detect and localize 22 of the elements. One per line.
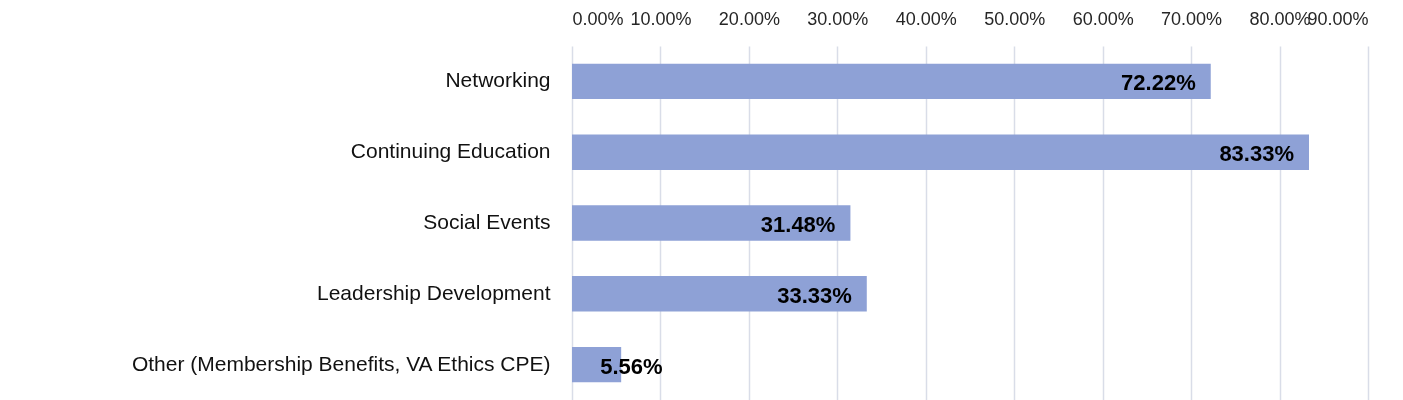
x-tick-label: 10.00% — [630, 8, 692, 29]
x-tick-label: 0.00% — [572, 8, 624, 29]
x-tick-label: 30.00% — [807, 8, 869, 29]
bar — [572, 134, 1310, 170]
data-label: 83.33% — [1219, 141, 1295, 167]
y-tick-label: Social Events — [423, 210, 551, 233]
data-label: 5.56% — [600, 353, 663, 379]
y-tick-label: Continuing Education — [350, 139, 551, 163]
y-tick-label: Leadership Development — [317, 280, 551, 304]
y-tick-label: Other (Membership Benefits, VA Ethics CPE) — [131, 351, 551, 375]
y-tick-label: Networking — [445, 68, 551, 92]
x-tick-label: 40.00% — [895, 8, 957, 29]
data-label: 31.48% — [760, 212, 836, 237]
x-tick-label: 60.00% — [1072, 8, 1134, 29]
bar — [572, 63, 1211, 100]
bar — [572, 205, 851, 241]
x-tick-label: 50.00% — [984, 8, 1046, 29]
x-tick-label: 20.00% — [718, 8, 780, 29]
data-label: 33.33% — [777, 282, 852, 308]
bar — [572, 276, 867, 312]
data-label: 72.22% — [1121, 70, 1196, 96]
x-tick-label: 70.00% — [1161, 8, 1223, 29]
